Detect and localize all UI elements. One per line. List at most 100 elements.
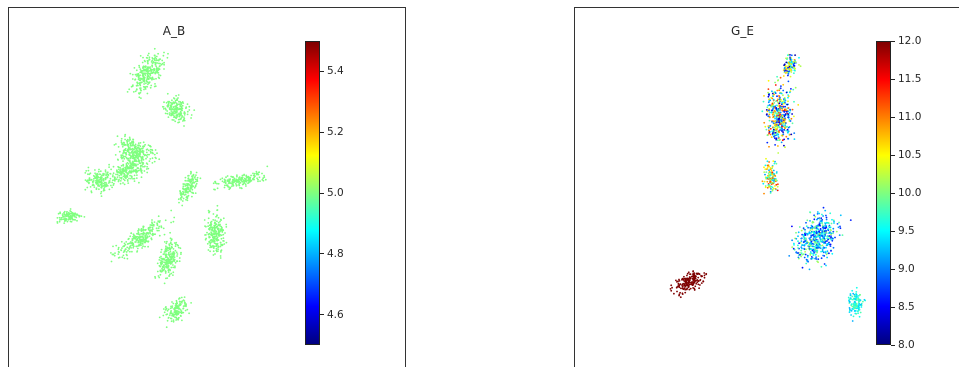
scatter-point bbox=[76, 219, 78, 222]
scatter-point bbox=[137, 76, 140, 78]
scatter-point bbox=[810, 256, 813, 258]
scatter-point bbox=[186, 186, 189, 189]
scatter-point bbox=[797, 252, 800, 254]
scatter-point bbox=[186, 308, 189, 311]
scatter-point bbox=[685, 281, 687, 284]
scatter-point bbox=[825, 214, 827, 217]
scatter-point bbox=[100, 195, 103, 198]
scatter-point bbox=[252, 178, 255, 181]
scatter-point bbox=[193, 176, 196, 179]
scatter-point bbox=[188, 109, 191, 111]
scatter-point bbox=[855, 297, 858, 300]
scatter-point bbox=[136, 251, 138, 253]
scatter-point bbox=[805, 262, 808, 265]
scatter-cluster bbox=[161, 92, 196, 127]
scatter-point bbox=[144, 65, 147, 68]
scatter-point bbox=[779, 76, 782, 79]
scatter-point bbox=[804, 238, 807, 241]
scatter-point bbox=[137, 156, 140, 159]
scatter-point bbox=[761, 110, 764, 113]
scatter-point bbox=[798, 257, 800, 260]
scatter-point bbox=[812, 238, 815, 241]
scatter-point bbox=[147, 62, 149, 65]
scatter-point bbox=[809, 220, 811, 222]
scatter-point bbox=[773, 173, 776, 175]
colorbar-tick-label: 5.4 bbox=[320, 65, 344, 77]
scatter-point bbox=[217, 246, 220, 248]
scatter-point bbox=[221, 228, 224, 231]
scatter-point bbox=[817, 261, 819, 264]
scatter-point bbox=[187, 175, 189, 177]
scatter-point bbox=[241, 180, 244, 183]
scatter-point bbox=[138, 79, 141, 82]
scatter-point bbox=[697, 276, 700, 279]
scatter-point bbox=[216, 187, 219, 190]
scatter-point bbox=[159, 269, 162, 272]
scatter-point bbox=[263, 174, 265, 177]
scatter-point bbox=[180, 108, 182, 110]
scatter-point bbox=[216, 182, 218, 185]
scatter-point bbox=[830, 229, 832, 232]
scatter-point bbox=[188, 312, 191, 315]
scatter-point bbox=[67, 218, 70, 221]
scatter-point bbox=[151, 77, 154, 80]
scatter-point bbox=[774, 117, 776, 120]
scatter-point bbox=[171, 301, 173, 303]
scatter-point bbox=[802, 227, 805, 230]
scatter-point bbox=[798, 226, 801, 228]
scatter-point bbox=[100, 186, 103, 189]
scatter-point bbox=[130, 242, 132, 245]
scatter-point bbox=[793, 244, 795, 246]
scatter-point bbox=[93, 186, 96, 189]
scatter-point bbox=[693, 289, 696, 291]
scatter-point bbox=[123, 257, 126, 260]
scatter-point bbox=[859, 311, 862, 314]
scatter-point bbox=[131, 176, 133, 178]
scatter-point bbox=[169, 231, 172, 234]
scatter-point bbox=[132, 143, 134, 146]
scatter-point bbox=[121, 145, 124, 148]
scatter-point bbox=[788, 126, 791, 128]
scatter-point bbox=[696, 279, 699, 281]
scatter-point bbox=[104, 173, 106, 175]
scatter-point bbox=[144, 228, 147, 231]
scatter-point bbox=[783, 109, 786, 112]
colorbar-tick-label: 8.0 bbox=[891, 339, 915, 351]
scatter-point bbox=[683, 280, 686, 282]
scatter-point bbox=[764, 164, 767, 167]
scatter-point bbox=[84, 188, 87, 191]
scatter-point bbox=[698, 273, 701, 276]
scatter-point bbox=[142, 158, 145, 161]
scatter-point bbox=[213, 236, 216, 239]
scatter-point bbox=[772, 187, 775, 190]
scatter-point bbox=[762, 100, 765, 103]
scatter-point bbox=[222, 240, 225, 242]
scatter-point bbox=[99, 170, 102, 173]
scatter-point bbox=[821, 224, 824, 227]
scatter-point bbox=[849, 219, 852, 222]
scatter-point bbox=[809, 244, 812, 247]
scatter-point bbox=[778, 139, 781, 142]
scatter-point bbox=[253, 176, 256, 179]
scatter-point bbox=[768, 98, 770, 101]
scatter-point bbox=[163, 101, 165, 104]
scatter-point bbox=[172, 302, 175, 305]
scatter-point bbox=[178, 316, 180, 319]
scatter-point bbox=[119, 182, 122, 185]
scatter-point bbox=[231, 185, 233, 188]
scatter-point bbox=[765, 113, 768, 116]
scatter-point bbox=[828, 235, 831, 237]
scatter-point bbox=[75, 216, 78, 219]
scatter-point bbox=[113, 182, 115, 185]
scatter-point bbox=[123, 179, 126, 182]
scatter-point bbox=[236, 174, 238, 177]
scatter-point bbox=[121, 256, 124, 259]
scatter-point bbox=[253, 174, 256, 177]
scatter-point bbox=[119, 169, 121, 172]
scatter-point bbox=[782, 75, 785, 77]
scatter-point bbox=[852, 292, 855, 295]
scatter-point bbox=[124, 155, 127, 158]
scatter-point bbox=[184, 301, 186, 304]
scatter-point bbox=[186, 184, 189, 186]
scatter-point bbox=[138, 96, 141, 99]
